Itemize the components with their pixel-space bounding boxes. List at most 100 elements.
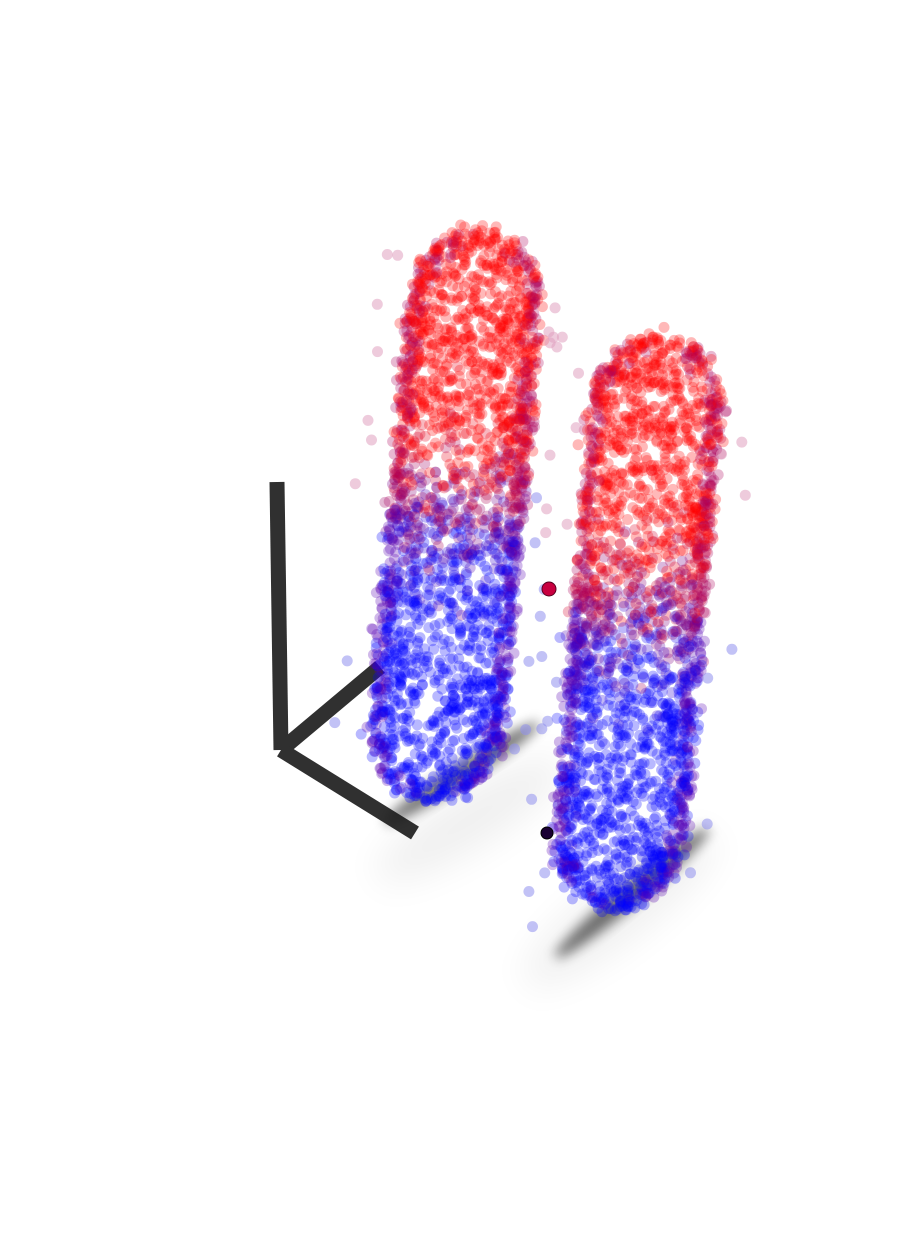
cloud-point [523,311,535,323]
cloud-point [515,476,527,488]
cloud-point [468,726,480,738]
cloud-point [401,315,413,327]
cloud-point [413,347,425,359]
cloud-point [402,299,413,311]
cloud-point [643,653,655,664]
cloud-point [395,626,407,638]
cloud-point [483,482,495,494]
cloud-point [446,623,458,635]
cloud-point [494,727,506,739]
cloud-point [411,597,423,609]
cloud-point [425,554,437,566]
cloud-point [382,688,394,700]
cloud-point [475,724,487,736]
cloud-point [502,684,514,696]
cloud-point [524,415,536,427]
cloud-point [454,444,465,456]
cloud-point [375,675,387,687]
right-capsule-points [523,321,751,933]
cloud-point [418,542,430,554]
cloud-point [507,620,519,632]
cloud-point [458,639,470,651]
cloud-point [521,259,533,271]
cloud-point [510,440,522,452]
cloud-point [510,485,522,497]
cloud-point [444,743,456,755]
cloud-point [522,312,534,324]
cloud-point [446,325,458,336]
cloud-point [641,515,653,527]
cloud-point [512,303,524,315]
cloud-point [490,706,502,718]
cloud-point [414,335,426,347]
cloud-point [529,406,541,418]
cloud-point [447,242,459,254]
cloud-point [548,856,560,868]
cloud-point [388,462,400,474]
cloud-point [473,235,485,247]
cloud-point [434,240,446,252]
cloud-point [506,398,518,409]
cloud-point [387,594,399,606]
cloud-point [453,390,465,402]
cloud-point [381,626,393,638]
cloud-point [373,743,385,755]
cloud-point [504,254,515,266]
cloud-outlier [372,346,383,358]
cloud-point [522,356,534,368]
cloud-point [402,412,414,424]
cloud-point [438,482,450,494]
cloud-point [489,528,501,540]
cloud-point [447,280,459,292]
cloud-point [412,574,424,586]
cloud-point [459,333,471,345]
axes-triad [269,481,419,840]
cloud-point [494,565,505,577]
cloud-point [420,795,432,807]
cloud-point [416,679,428,691]
cloud-point [486,732,498,744]
cloud-point [501,625,513,636]
cloud-point [391,573,403,584]
cloud-point [479,672,491,684]
cloud-point [448,465,460,477]
cloud-point [495,265,507,277]
cloud-point [434,515,446,527]
cloud-point [472,666,484,678]
cloud-point [426,339,438,351]
cloud-point [459,259,471,271]
cloud-point [375,584,387,596]
cloud-point [419,268,430,280]
cloud-point [398,385,410,397]
cloud-point [421,780,433,791]
cloud-point [391,480,403,492]
cloud-point [411,561,423,573]
cloud-point [421,757,432,769]
cloud-point [439,405,451,417]
cloud-point [642,840,654,852]
cloud-outlier [366,434,377,446]
cloud-point [385,597,397,608]
cloud-point [490,695,502,707]
cloud-point [406,479,418,491]
cloud-point [409,473,421,485]
cloud-point [511,523,523,535]
cloud-point [408,571,420,582]
cloud-point [629,609,641,621]
cloud-outlier [523,655,535,667]
cloud-point [644,585,656,597]
cloud-point [425,315,436,327]
cloud-point [461,529,473,541]
cloud-point [416,394,428,406]
cloud-point [446,326,457,338]
cloud-point [521,315,533,327]
cloud-point [485,443,496,455]
cloud-point [491,548,503,560]
cloud-point [421,387,433,398]
cloud-point [520,490,532,502]
cloud-point [412,501,423,513]
cloud-point [515,292,527,304]
cloud-point [403,333,415,344]
cloud-outlier [509,743,520,755]
cloud-point [470,643,482,654]
